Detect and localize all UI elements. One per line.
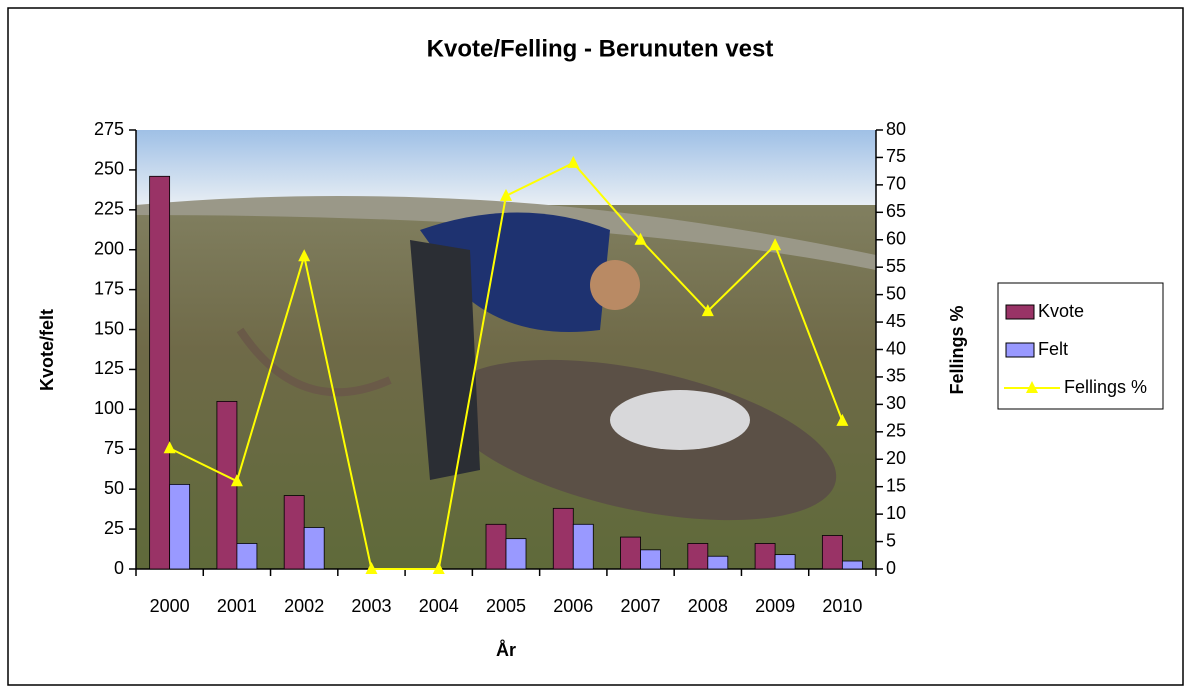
legend-label: Fellings % (1064, 377, 1147, 397)
y-tick-label: 150 (94, 318, 124, 338)
x-tick-label: 2005 (486, 596, 526, 616)
y2-tick-label: 75 (886, 146, 906, 166)
x-tick-label: 2002 (284, 596, 324, 616)
marker (298, 249, 311, 262)
marker (836, 413, 849, 426)
y-axis-title: Kvote/felt (37, 309, 57, 391)
x-tick-label: 2008 (688, 596, 728, 616)
y-tick-label: 50 (104, 478, 124, 498)
bar (572, 523, 594, 570)
bar (687, 543, 709, 570)
y2-tick-label: 80 (886, 119, 906, 139)
marker (769, 238, 782, 251)
x-tick-label: 2001 (217, 596, 257, 616)
x-tick-label: 2007 (621, 596, 661, 616)
marker (701, 304, 714, 317)
bar (149, 175, 171, 570)
y2-tick-label: 40 (886, 338, 906, 358)
bar (754, 543, 776, 570)
plot-background (136, 130, 876, 569)
x-tick-label: 2004 (419, 596, 459, 616)
bar (169, 483, 191, 570)
legend-swatch (1005, 304, 1035, 320)
y2-tick-label: 15 (886, 475, 906, 495)
legend-label: Felt (1038, 339, 1068, 359)
bar (236, 543, 258, 570)
bar (620, 536, 641, 570)
y2-tick-label: 35 (886, 366, 906, 386)
y-tick-label: 0 (114, 558, 124, 578)
y-tick-label: 200 (94, 238, 124, 258)
y2-tick-label: 70 (886, 174, 906, 194)
y-tick-label: 175 (94, 278, 124, 298)
bar (283, 495, 305, 570)
legend-swatch (1005, 342, 1035, 358)
y-tick-label: 225 (94, 199, 124, 219)
y2-tick-label: 10 (886, 503, 906, 523)
marker (567, 155, 580, 168)
marker (432, 562, 445, 574)
y-tick-label: 25 (104, 518, 124, 538)
marker (634, 232, 647, 245)
y2-tick-label: 50 (886, 283, 906, 303)
bar (485, 523, 507, 570)
y-tick-label: 75 (104, 438, 124, 458)
x-tick-label: 2000 (150, 596, 190, 616)
bar (841, 560, 863, 570)
chart-title: Kvote/Felling - Berunuten vest (427, 35, 774, 62)
bar (707, 555, 729, 570)
y2-tick-label: 60 (886, 229, 906, 249)
x-tick-label: 2006 (553, 596, 593, 616)
y2-tick-label: 0 (886, 558, 896, 578)
y2-axis-title: Fellings % (947, 305, 967, 394)
y2-tick-label: 5 (886, 530, 896, 550)
y2-tick-label: 30 (886, 393, 906, 413)
bar (303, 527, 325, 570)
marker (230, 474, 243, 487)
legend-marker (1026, 381, 1038, 393)
bar (821, 535, 843, 570)
x-tick-label: 2010 (822, 596, 862, 616)
bar (552, 507, 574, 570)
marker (500, 188, 512, 201)
y2-tick-label: 20 (886, 448, 906, 468)
y2-tick-label: 65 (886, 201, 906, 221)
y-tick-label: 250 (94, 159, 124, 179)
legend-label: Kvote (1038, 301, 1084, 321)
x-tick-label: 2003 (351, 596, 391, 616)
x-axis-title: År (496, 640, 516, 660)
y2-tick-label: 45 (886, 311, 906, 331)
y-tick-label: 125 (94, 358, 124, 378)
bar (774, 554, 796, 570)
y-tick-label: 275 (94, 119, 124, 139)
marker (163, 441, 176, 454)
bar (640, 549, 661, 570)
marker (365, 562, 378, 574)
bar (505, 538, 527, 570)
y2-tick-label: 55 (886, 256, 906, 276)
x-tick-label: 2009 (755, 596, 795, 616)
y2-tick-label: 25 (886, 421, 906, 441)
y-tick-label: 100 (94, 398, 124, 418)
